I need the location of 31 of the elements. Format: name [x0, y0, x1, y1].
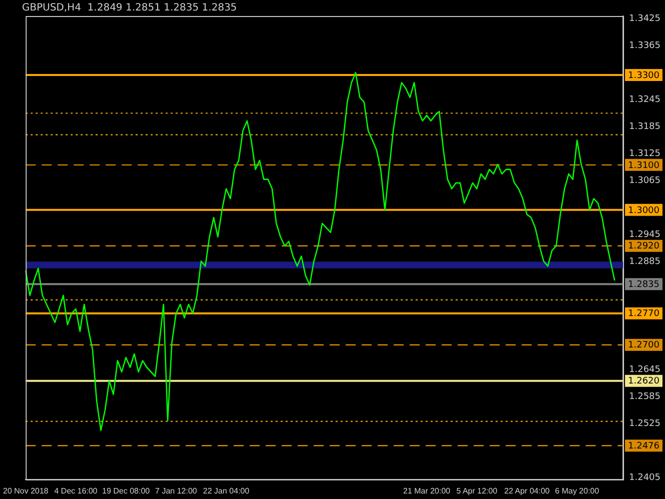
ref-line-label: 1.2700 [628, 340, 660, 351]
x-tick-label: 7 Jan 12:00 [155, 486, 198, 496]
y-tick-label: 1.3185 [629, 122, 660, 132]
y-tick-label: 1.2885 [629, 256, 660, 267]
y-tick-label: 1.3125 [629, 149, 660, 160]
y-tick-label: 1.3245 [629, 95, 660, 106]
x-tick-label: 21 Mar 20:00 [403, 486, 451, 496]
ref-line-label: 1.2620 [628, 376, 660, 387]
chart-title: GBPUSD,H4 1.2849 1.2851 1.2835 1.2835 [22, 2, 237, 14]
ref-line-label: 1.3000 [628, 206, 660, 216]
x-tick-label: 5 Apr 12:00 [456, 486, 498, 496]
ref-line-label: 1.2920 [628, 242, 660, 252]
y-tick-label: 1.3365 [629, 41, 660, 52]
ref-line-label: 1.3100 [628, 160, 660, 171]
y-tick-label: 1.2525 [629, 418, 660, 429]
x-tick-label: 4 Dec 16:00 [54, 486, 98, 496]
x-tick-label: 20 Nov 2018 [2, 486, 49, 496]
x-tick-label: 6 May 20:00 [555, 486, 600, 496]
ref-line-label: 1.2770 [628, 309, 660, 320]
y-tick-label: 1.3065 [629, 176, 660, 186]
ref-line-label: 1.2835 [628, 280, 660, 290]
x-tick-label: 19 Dec 08:00 [102, 486, 150, 496]
y-tick-label: 1.3425 [629, 14, 660, 24]
y-tick-label: 1.2405 [629, 472, 660, 483]
x-tick-label: 22 Jan 04:00 [203, 486, 250, 496]
y-tick-label: 1.2945 [629, 230, 660, 240]
ref-line-label: 1.3300 [628, 70, 660, 81]
ref-line-label: 1.2476 [628, 442, 660, 452]
y-tick-label: 1.2645 [629, 364, 660, 375]
x-tick-label: 22 Apr 04:00 [504, 486, 550, 496]
y-tick-label: 1.2585 [629, 392, 660, 402]
